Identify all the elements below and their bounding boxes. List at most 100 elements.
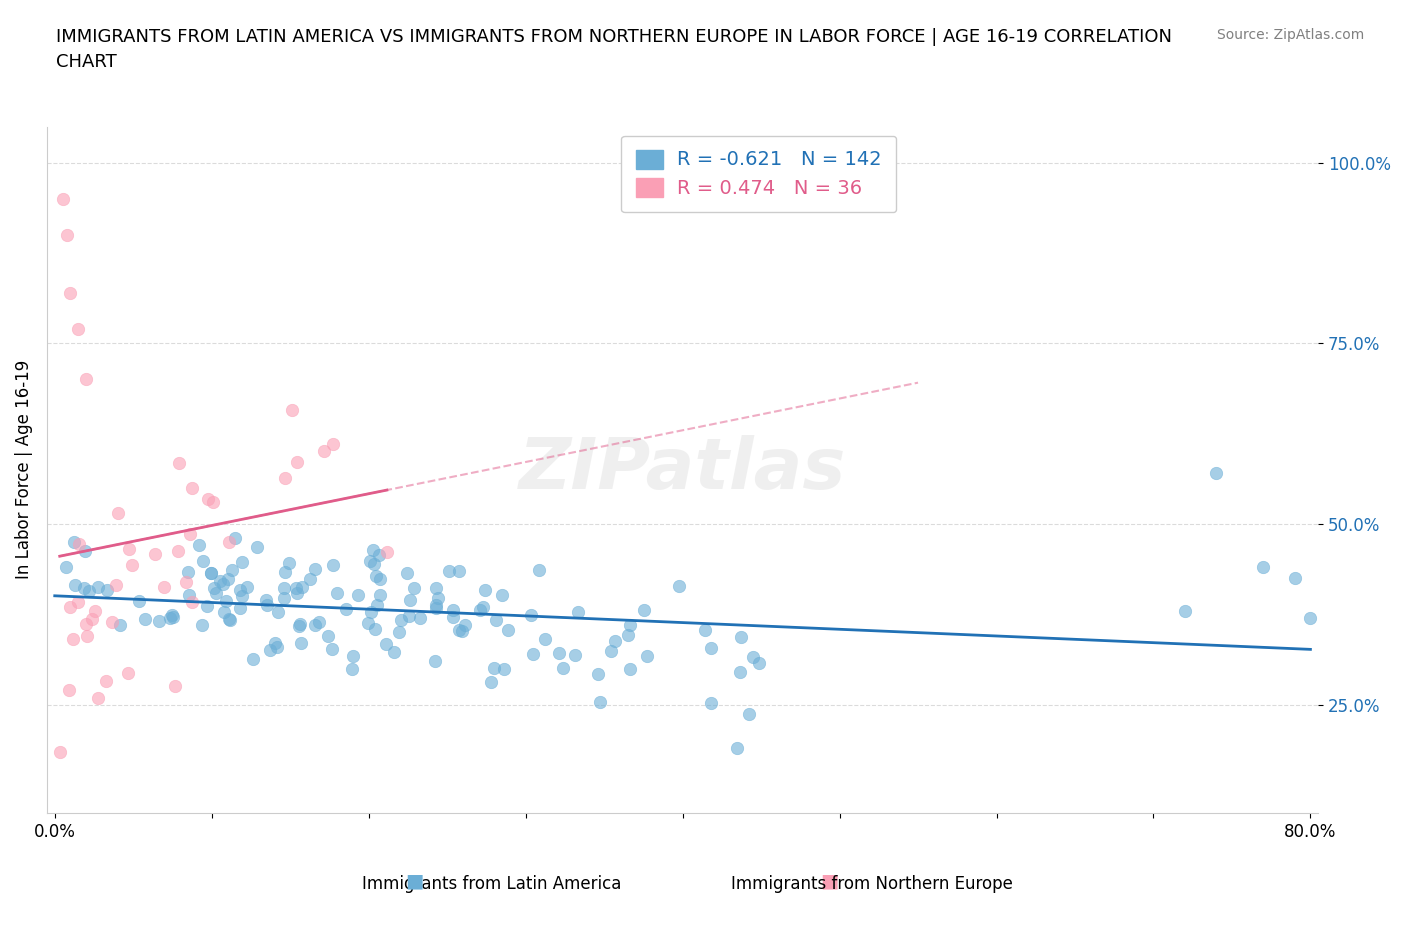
Point — [58, 682, 80, 697]
Text: ■: ■ — [405, 871, 425, 890]
Point — [55, 559, 77, 574]
Point — [468, 603, 491, 618]
Point — [231, 554, 253, 569]
Point — [264, 635, 287, 650]
Point — [229, 601, 252, 616]
Point — [359, 553, 381, 568]
Point — [273, 591, 295, 605]
Point — [73, 543, 96, 558]
Point — [1174, 604, 1197, 618]
Point — [96, 673, 118, 688]
Point — [496, 622, 519, 637]
Point — [200, 565, 222, 580]
Point — [485, 612, 508, 627]
Legend: R = -0.621   N = 142, R = 0.474   N = 36: R = -0.621 N = 142, R = 0.474 N = 36 — [621, 136, 897, 212]
Point — [481, 674, 503, 689]
Point — [267, 605, 290, 620]
Point — [304, 618, 326, 632]
Point — [492, 661, 515, 676]
Point — [425, 601, 447, 616]
Point — [143, 547, 166, 562]
Point — [214, 604, 236, 619]
Point — [167, 456, 190, 471]
Point — [382, 644, 405, 659]
Point — [128, 593, 150, 608]
Point — [1284, 571, 1306, 586]
Point — [304, 562, 326, 577]
Point — [437, 564, 460, 578]
Point — [285, 586, 308, 601]
Point — [398, 592, 420, 607]
Text: ZIPatlas: ZIPatlas — [519, 435, 846, 504]
Point — [335, 601, 357, 616]
Point — [288, 618, 311, 633]
Point — [121, 557, 143, 572]
Point — [453, 618, 475, 632]
Point — [321, 641, 343, 656]
Point — [364, 569, 387, 584]
Point — [254, 592, 277, 607]
Point — [366, 597, 388, 612]
Point — [491, 587, 513, 602]
Point — [117, 666, 139, 681]
Point — [482, 661, 505, 676]
Point — [159, 611, 181, 626]
Point — [87, 691, 110, 706]
Point — [73, 581, 96, 596]
Point — [193, 553, 215, 568]
Point — [160, 608, 183, 623]
Point — [179, 526, 201, 541]
Point — [388, 625, 411, 640]
Text: ■: ■ — [820, 871, 839, 890]
Point — [259, 643, 281, 658]
Point — [370, 588, 392, 603]
Point — [1205, 466, 1227, 481]
Point — [107, 506, 129, 521]
Point — [589, 695, 612, 710]
Text: IMMIGRANTS FROM LATIN AMERICA VS IMMIGRANTS FROM NORTHERN EUROPE IN LABOR FORCE : IMMIGRANTS FROM LATIN AMERICA VS IMMIGRA… — [56, 28, 1173, 71]
Point — [177, 587, 200, 602]
Point — [56, 228, 79, 243]
Point — [633, 603, 655, 618]
Point — [66, 595, 89, 610]
Point — [63, 578, 86, 592]
Point — [174, 575, 197, 590]
Point — [87, 580, 110, 595]
Text: Immigrants from Latin America: Immigrants from Latin America — [363, 875, 621, 893]
Point — [218, 534, 240, 549]
Point — [519, 607, 541, 622]
Point — [69, 536, 91, 551]
Point — [273, 580, 295, 595]
Point — [59, 286, 82, 300]
Point — [425, 597, 447, 612]
Point — [472, 599, 495, 614]
Point — [67, 322, 90, 337]
Point — [59, 600, 82, 615]
Point — [82, 611, 104, 626]
Point — [217, 571, 239, 586]
Point — [285, 455, 308, 470]
Point — [208, 573, 231, 588]
Point — [181, 481, 204, 496]
Text: Immigrants from Northern Europe: Immigrants from Northern Europe — [731, 875, 1012, 893]
Point — [180, 594, 202, 609]
Point — [212, 577, 235, 591]
Point — [357, 615, 380, 630]
Point — [314, 444, 336, 458]
Point — [100, 615, 122, 630]
Point — [447, 622, 470, 637]
Point — [105, 578, 128, 593]
Point — [322, 436, 344, 451]
Point — [221, 563, 243, 578]
Point — [443, 603, 465, 618]
Point — [218, 612, 240, 627]
Point — [284, 581, 307, 596]
Point — [162, 610, 184, 625]
Point — [298, 571, 321, 586]
Text: Source: ZipAtlas.com: Source: ZipAtlas.com — [1216, 28, 1364, 42]
Point — [564, 647, 586, 662]
Point — [375, 637, 398, 652]
Point — [291, 579, 314, 594]
Point — [409, 610, 432, 625]
Point — [547, 645, 569, 660]
